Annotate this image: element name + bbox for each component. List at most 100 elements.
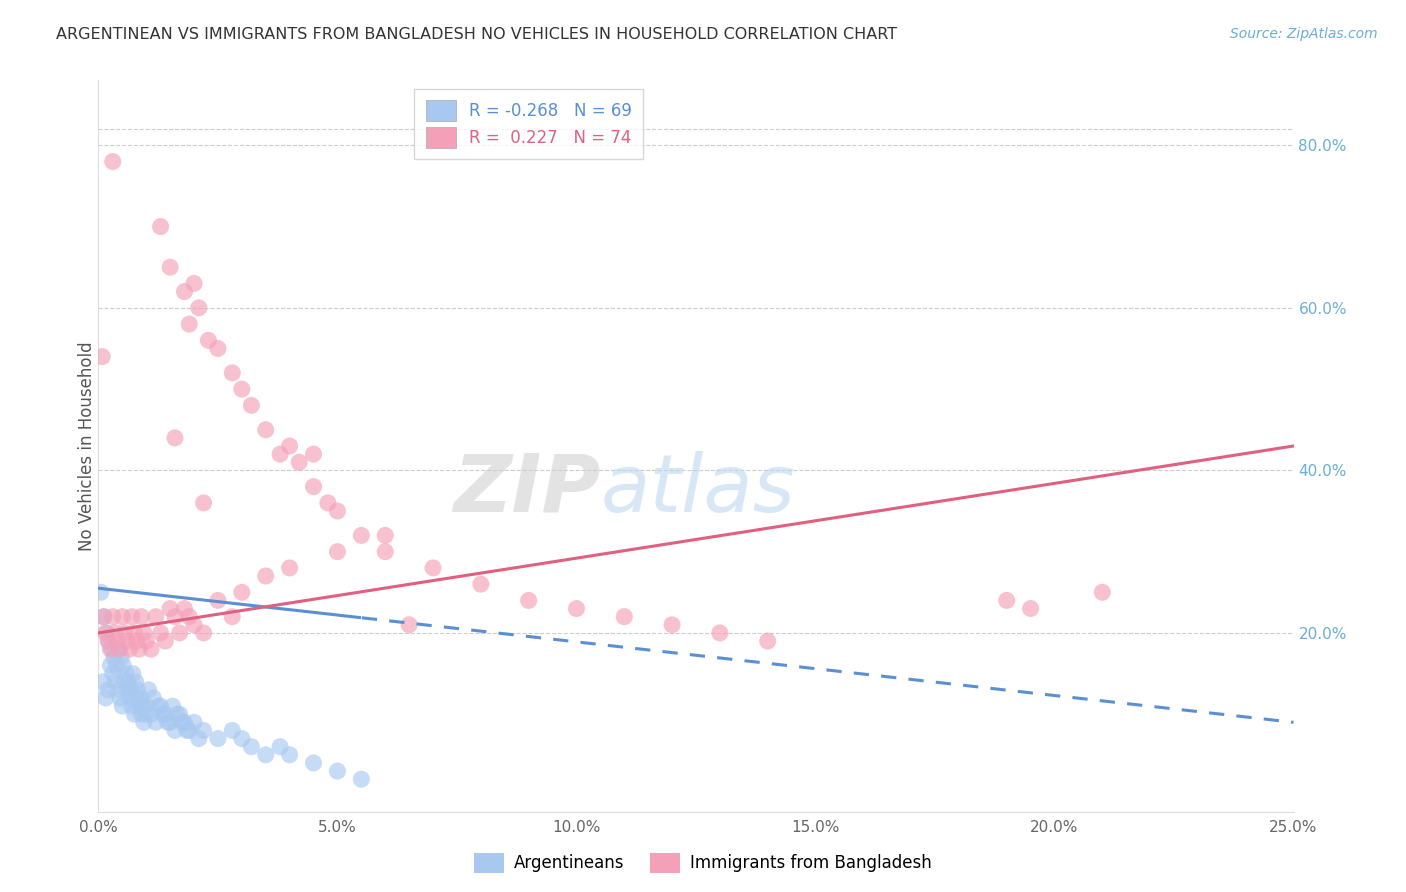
Point <box>169 707 191 722</box>
Point <box>152 707 174 722</box>
Point <box>169 626 191 640</box>
Point <box>326 764 349 778</box>
Point <box>135 634 157 648</box>
Point <box>207 593 229 607</box>
Point <box>115 682 138 697</box>
Point <box>132 626 155 640</box>
Point <box>159 260 181 275</box>
Point <box>231 382 253 396</box>
Point <box>240 739 263 754</box>
Point <box>97 682 120 697</box>
Point <box>149 219 172 234</box>
Point <box>107 634 129 648</box>
Point <box>111 609 134 624</box>
Point <box>221 723 243 738</box>
Point <box>374 528 396 542</box>
Point <box>142 690 165 705</box>
Point <box>125 690 148 705</box>
Point <box>173 715 195 730</box>
Point <box>709 626 731 640</box>
Point <box>107 642 129 657</box>
Point <box>173 601 195 615</box>
Y-axis label: No Vehicles in Household: No Vehicles in Household <box>79 341 96 551</box>
Point <box>103 650 125 665</box>
Point <box>97 634 120 648</box>
Point <box>422 561 444 575</box>
Point <box>565 601 588 615</box>
Point <box>134 707 156 722</box>
Point <box>108 642 131 657</box>
Point <box>159 715 181 730</box>
Point <box>269 739 291 754</box>
Point <box>302 480 325 494</box>
Point <box>101 609 124 624</box>
Point <box>98 658 122 673</box>
Point <box>108 690 131 705</box>
Point <box>183 715 205 730</box>
Point <box>517 593 540 607</box>
Point <box>107 682 129 697</box>
Point <box>179 609 201 624</box>
Point <box>101 154 124 169</box>
Point <box>149 699 172 714</box>
Point <box>111 699 134 714</box>
Point <box>148 699 170 714</box>
Point <box>104 674 127 689</box>
Point <box>254 747 277 762</box>
Point <box>207 342 229 356</box>
Text: ZIP: ZIP <box>453 450 600 529</box>
Point <box>326 544 349 558</box>
Point <box>176 723 198 738</box>
Text: atlas: atlas <box>600 450 796 529</box>
Point <box>110 650 132 665</box>
Point <box>118 690 141 705</box>
Point <box>173 285 195 299</box>
Point <box>278 561 301 575</box>
Legend: R = -0.268   N = 69, R =  0.227   N = 74: R = -0.268 N = 69, R = 0.227 N = 74 <box>413 88 644 160</box>
Point <box>193 496 215 510</box>
Text: ARGENTINEAN VS IMMIGRANTS FROM BANGLADESH NO VEHICLES IN HOUSEHOLD CORRELATION C: ARGENTINEAN VS IMMIGRANTS FROM BANGLADES… <box>56 27 897 42</box>
Point <box>121 666 143 681</box>
Point <box>374 544 396 558</box>
Point <box>121 699 143 714</box>
Point <box>98 642 122 657</box>
Point <box>661 617 683 632</box>
Point <box>115 666 138 681</box>
Point <box>149 626 172 640</box>
Point <box>156 715 179 730</box>
Point <box>163 431 186 445</box>
Point <box>139 642 162 657</box>
Point <box>115 634 138 648</box>
Point <box>179 317 201 331</box>
Point <box>269 447 291 461</box>
Point <box>155 634 177 648</box>
Point <box>470 577 492 591</box>
Point <box>613 609 636 624</box>
Point <box>145 715 167 730</box>
Point <box>398 617 420 632</box>
Point <box>350 528 373 542</box>
Point <box>162 699 184 714</box>
Point <box>131 699 153 714</box>
Point <box>124 707 146 722</box>
Point <box>132 715 155 730</box>
Point <box>159 601 181 615</box>
Point <box>90 585 112 599</box>
Point <box>125 674 148 689</box>
Point <box>995 593 1018 607</box>
Point <box>155 707 177 722</box>
Point <box>756 634 779 648</box>
Point <box>1019 601 1042 615</box>
Point <box>96 626 118 640</box>
Point <box>120 682 142 697</box>
Point <box>135 699 157 714</box>
Point <box>94 626 117 640</box>
Point <box>221 609 243 624</box>
Point <box>138 682 160 697</box>
Point <box>193 723 215 738</box>
Point <box>254 423 277 437</box>
Point <box>316 496 339 510</box>
Point <box>278 439 301 453</box>
Point <box>104 626 127 640</box>
Point <box>105 658 128 673</box>
